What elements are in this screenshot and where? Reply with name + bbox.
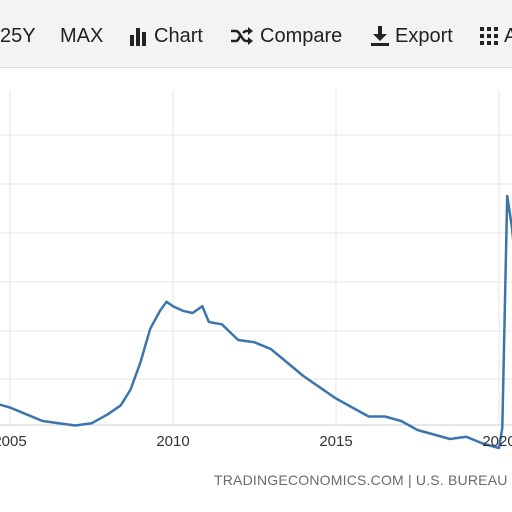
x-tick-label: 2005 bbox=[0, 433, 27, 450]
range-25y-label: 25Y bbox=[0, 24, 36, 47]
line-chart: 2005 2010 2015 2020 bbox=[0, 70, 512, 470]
compare-button[interactable]: Compare bbox=[230, 20, 342, 52]
grid-icon bbox=[480, 27, 498, 45]
export-button[interactable]: Export bbox=[371, 20, 453, 52]
x-tick-label: 2020 bbox=[482, 433, 512, 450]
source-attribution: TRADINGECONOMICS.COM | U.S. BUREAU O bbox=[214, 472, 512, 488]
x-tick-label: 2015 bbox=[319, 433, 352, 450]
x-tick-label: 2010 bbox=[156, 433, 189, 450]
download-icon bbox=[371, 26, 389, 46]
chart-button[interactable]: Chart bbox=[130, 20, 203, 52]
range-max-button[interactable]: MAX bbox=[60, 20, 103, 52]
chart-svg: 2005 2010 2015 2020 bbox=[0, 90, 512, 450]
range-max-label: MAX bbox=[60, 24, 104, 47]
compare-button-label: Compare bbox=[260, 24, 343, 47]
range-25y-button[interactable]: 25Y bbox=[0, 20, 36, 52]
series-line bbox=[0, 194, 512, 450]
chart-toolbar: 25Y MAX Chart Compare bbox=[0, 0, 512, 68]
apps-button-label: A bbox=[504, 24, 512, 47]
export-button-label: Export bbox=[395, 24, 453, 47]
chart-button-label: Chart bbox=[154, 24, 203, 47]
bar-chart-icon bbox=[130, 26, 148, 46]
shuffle-icon bbox=[230, 27, 254, 45]
apps-button[interactable]: A bbox=[480, 20, 512, 52]
